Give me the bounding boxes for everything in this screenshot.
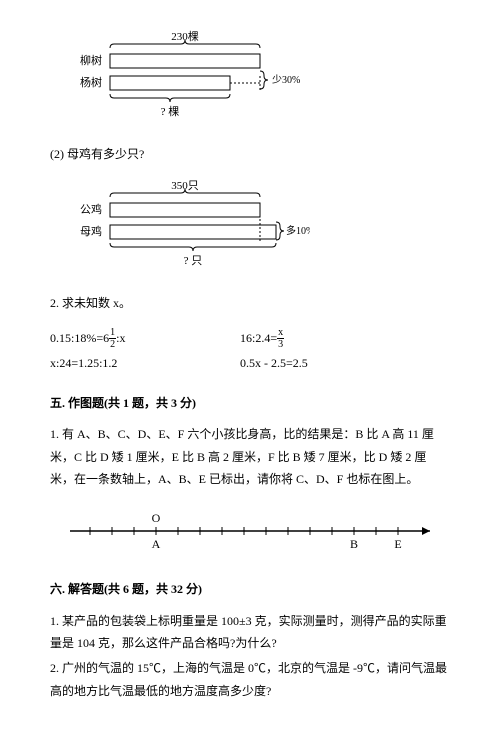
nl-O: O bbox=[152, 511, 161, 525]
section-6-q2: 2. 广州的气温的 15℃，上海的气温是 0℃，北京的气温是 -9℃，请问气温最… bbox=[50, 657, 450, 703]
d2-side-label: 多10% bbox=[286, 224, 310, 237]
section-6-q1: 1. 某产品的包装袋上标明重量是 100±3 克，实际测量时，测得产品的实际重量… bbox=[50, 610, 450, 656]
nl-B: B bbox=[350, 537, 358, 551]
d2-row1-label: 公鸡 bbox=[80, 202, 102, 216]
eq-1-1: 0.15:18%=612:x bbox=[50, 328, 240, 350]
eq-1-2: 16:2.4=x3 bbox=[240, 328, 284, 350]
d1-row2-label: 杨树 bbox=[80, 75, 102, 89]
nl-E: E bbox=[394, 537, 401, 551]
eq-2-2: 0.5x - 2.5=2.5 bbox=[240, 354, 308, 373]
diagram-willow-poplar: 230棵 柳树 少30% 杨树 ? 棵 bbox=[80, 30, 450, 130]
section-5-title: 五. 作图题(共 1 题，共 3 分) bbox=[50, 394, 450, 413]
d2-bottom-label: ? 只 bbox=[184, 255, 203, 267]
number-line: O A B E bbox=[60, 506, 450, 562]
question-2-text: (2) 母鸡有多少只? bbox=[50, 145, 450, 164]
d1-row1-label: 柳树 bbox=[80, 53, 102, 67]
equations-block: 0.15:18%=612:x 16:2.4=x3 x:24=1.25:1.2 0… bbox=[50, 328, 450, 373]
section-6-title: 六. 解答题(共 6 题，共 32 分) bbox=[50, 580, 450, 599]
d1-bottom-label: ? 棵 bbox=[161, 104, 180, 118]
eq-2-1: x:24=1.25:1.2 bbox=[50, 354, 240, 373]
problem-2-title: 2. 求未知数 x。 bbox=[50, 294, 450, 313]
nl-A: A bbox=[152, 537, 161, 551]
d1-side-label: 少30% bbox=[272, 74, 300, 86]
d2-row2-label: 母鸡 bbox=[80, 224, 102, 238]
diagram-rooster-hen: 350只 公鸡 多10% 母鸡 ? 只 bbox=[80, 179, 450, 279]
section-5-body: 1. 有 A、B、C、D、E、F 六个小孩比身高，比的结果是：B 比 A 高 1… bbox=[50, 423, 450, 491]
